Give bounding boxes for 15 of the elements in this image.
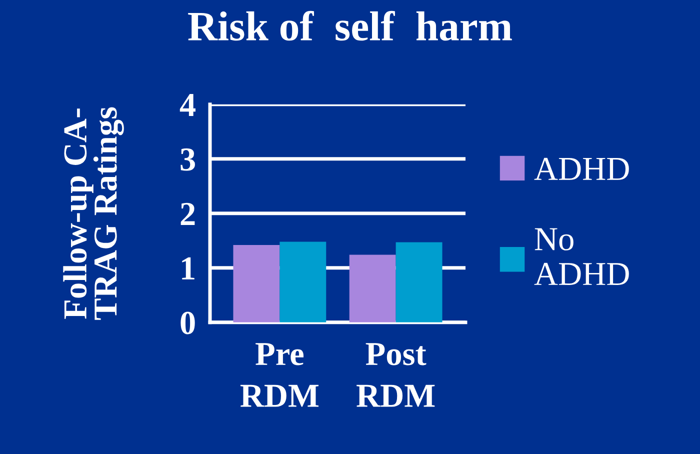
chart-title: Risk of self harm [188, 10, 512, 41]
legend-label: ADHD [534, 158, 629, 180]
x-tick-label: Post RDM [356, 343, 435, 407]
x-tick-label: Pre RDM [240, 343, 319, 407]
bar [396, 242, 442, 322]
legend-label: No ADHD [534, 228, 629, 286]
y-tick-label: 1 [182, 257, 194, 280]
y-tick-label: 3 [180, 148, 195, 171]
y-tick-label: 4 [180, 94, 196, 116]
bar [280, 242, 326, 322]
bar [349, 254, 396, 322]
y-tick-label: 2 [180, 202, 195, 225]
y-tick-label: 0 [180, 312, 195, 334]
y-axis-title: Follow-up CA- TRAG Ratings [63, 107, 124, 320]
bar [233, 244, 280, 322]
